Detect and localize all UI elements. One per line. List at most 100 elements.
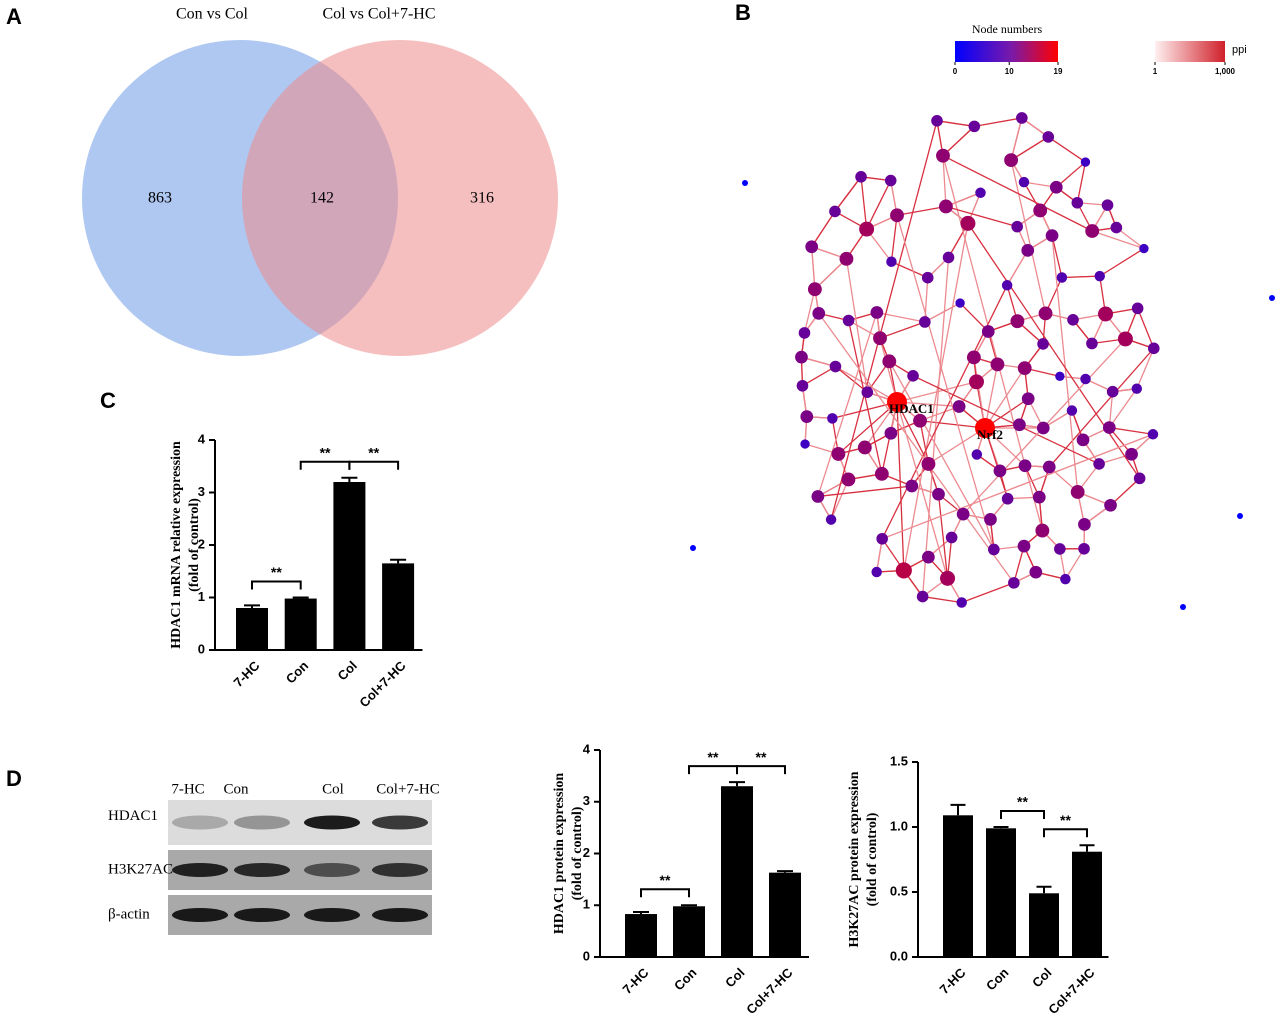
edge xyxy=(974,117,1022,128)
significance-label: ** xyxy=(1017,794,1028,810)
node xyxy=(800,439,810,449)
node xyxy=(1269,295,1275,301)
error-bar xyxy=(244,604,260,608)
panel-label: D xyxy=(6,766,22,791)
legend-title: Node numbers xyxy=(972,22,1043,36)
node xyxy=(1001,492,1014,505)
node xyxy=(1078,518,1091,531)
node xyxy=(993,464,1007,478)
y-axis-label: HDAC1 protein expression xyxy=(552,773,567,934)
node xyxy=(932,487,945,501)
band xyxy=(304,815,360,830)
node xyxy=(1133,472,1146,485)
node xyxy=(886,256,897,267)
lane-label: Col xyxy=(322,781,344,797)
node xyxy=(1013,418,1026,432)
row-label: H3K27AC xyxy=(108,861,173,877)
edge xyxy=(1108,388,1138,428)
node xyxy=(1147,342,1160,355)
node xyxy=(1139,243,1149,254)
node xyxy=(945,531,958,544)
edge xyxy=(1109,426,1154,435)
edge xyxy=(879,338,898,403)
node xyxy=(861,386,874,399)
edge xyxy=(896,401,949,579)
node xyxy=(841,472,856,487)
node-label: HDAC1 xyxy=(889,401,934,416)
edge xyxy=(1006,250,1029,286)
node xyxy=(1056,272,1068,283)
significance-label: ** xyxy=(1060,812,1071,828)
node xyxy=(812,307,826,320)
significance-bracket xyxy=(736,765,786,775)
edge xyxy=(879,321,926,339)
edge xyxy=(1047,136,1086,163)
node xyxy=(857,440,872,455)
x-tick-label: Col xyxy=(335,658,360,683)
edge xyxy=(919,420,930,465)
significance-label: ** xyxy=(708,749,719,765)
node xyxy=(871,566,882,578)
node xyxy=(829,360,842,373)
node xyxy=(1080,373,1091,385)
edge xyxy=(817,485,912,498)
node xyxy=(1004,153,1019,168)
node xyxy=(1237,513,1243,519)
edge xyxy=(1051,235,1063,278)
node xyxy=(825,514,837,525)
edge xyxy=(1136,348,1155,389)
edge xyxy=(1064,548,1085,580)
error-bar xyxy=(633,910,649,915)
x-tick-label: Col+7-HC xyxy=(1045,965,1098,1018)
venn-count: 142 xyxy=(310,190,334,207)
edge xyxy=(835,366,868,393)
edge xyxy=(924,302,961,323)
node xyxy=(1060,573,1071,585)
node xyxy=(1066,405,1078,416)
lane-label: 7-HC xyxy=(171,781,204,797)
edge xyxy=(1055,161,1086,188)
edge xyxy=(942,155,1093,232)
edge xyxy=(967,223,1141,479)
x-tick-label: 7-HC xyxy=(619,965,651,997)
node xyxy=(1017,361,1032,376)
edge xyxy=(959,302,989,332)
band xyxy=(172,815,228,830)
node xyxy=(895,562,912,579)
node xyxy=(884,174,897,187)
significance-label: ** xyxy=(660,872,671,888)
node xyxy=(1098,306,1114,322)
legend-tick-label: 19 xyxy=(1054,67,1063,76)
edge xyxy=(834,176,862,212)
x-tick-label: Con xyxy=(283,658,312,687)
node xyxy=(966,350,981,365)
significance-label: ** xyxy=(320,445,331,461)
edge xyxy=(1010,159,1047,314)
band xyxy=(372,908,428,922)
node xyxy=(971,449,983,460)
node xyxy=(1016,112,1028,124)
node xyxy=(829,205,841,218)
x-tick-label: Col xyxy=(1029,965,1054,990)
edge xyxy=(984,364,999,429)
legend-tick-label: 10 xyxy=(1005,67,1014,76)
edge xyxy=(876,311,925,323)
edge xyxy=(903,223,969,571)
node xyxy=(916,590,929,603)
node xyxy=(942,251,955,264)
node xyxy=(1011,220,1023,233)
bar xyxy=(284,598,317,650)
y-axis-label: H3K27AC protein expression xyxy=(847,771,862,947)
edge xyxy=(921,257,950,597)
node xyxy=(956,597,967,608)
significance-bracket xyxy=(1000,810,1045,819)
node xyxy=(956,507,970,521)
x-tick-label: Col xyxy=(722,965,747,990)
node xyxy=(1054,543,1066,555)
x-tick-label: 7-HC xyxy=(230,658,262,690)
bar xyxy=(986,828,1016,957)
bar xyxy=(1029,893,1059,957)
x-tick-label: Con xyxy=(671,965,700,994)
panel-label: B xyxy=(735,0,751,25)
